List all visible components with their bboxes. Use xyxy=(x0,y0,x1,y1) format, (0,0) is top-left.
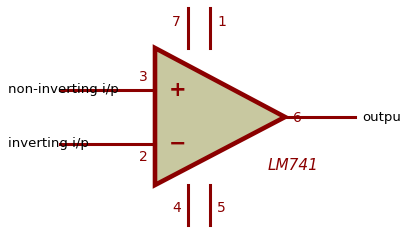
Text: LM741: LM741 xyxy=(268,158,319,172)
Text: 4: 4 xyxy=(172,201,181,215)
Text: 7: 7 xyxy=(172,15,181,29)
Text: −: − xyxy=(169,134,187,154)
Text: +: + xyxy=(169,80,187,100)
Text: inverting i/p: inverting i/p xyxy=(8,137,89,151)
Text: 2: 2 xyxy=(139,150,148,164)
Text: non-inverting i/p: non-inverting i/p xyxy=(8,83,119,96)
Text: output: output xyxy=(362,110,400,123)
Text: 1: 1 xyxy=(217,15,226,29)
Polygon shape xyxy=(155,48,285,185)
Text: 5: 5 xyxy=(217,201,226,215)
Text: 6: 6 xyxy=(293,111,302,125)
Text: 3: 3 xyxy=(139,70,148,84)
